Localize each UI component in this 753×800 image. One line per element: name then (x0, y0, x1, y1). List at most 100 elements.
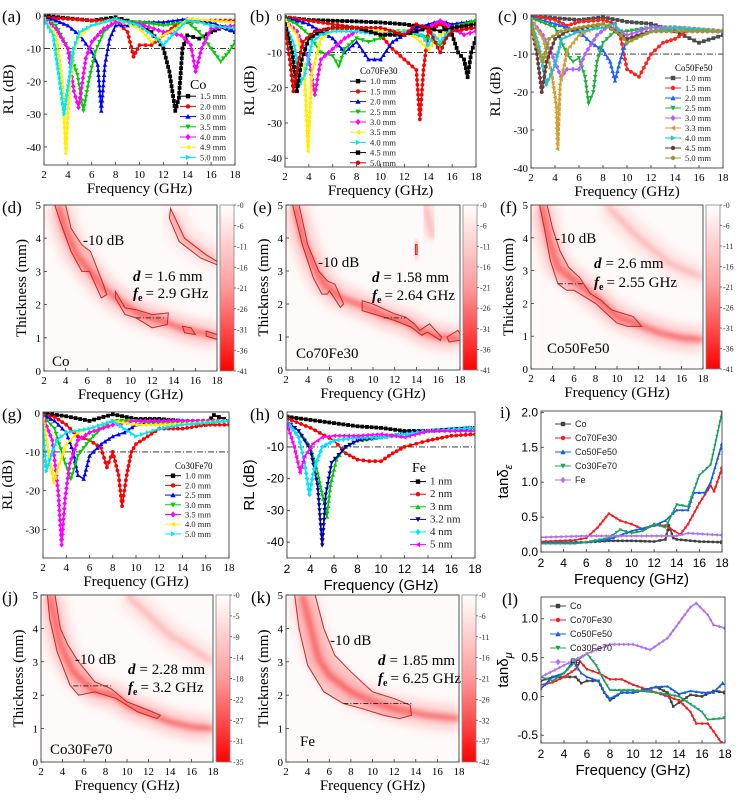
data-point-marker (178, 76, 183, 80)
x-tick-label: 16 (200, 562, 212, 574)
data-point-marker (87, 426, 92, 431)
data-point-marker (101, 72, 107, 77)
contour-minus-10db (446, 329, 460, 343)
colorbar-tick-label: -0 (233, 591, 240, 600)
data-point-marker (685, 700, 689, 704)
data-point-marker (170, 531, 176, 537)
colorbar-tick-label: -0 (723, 201, 730, 210)
data-point-marker (100, 450, 105, 455)
data-point-marker (151, 22, 157, 27)
panel-label: i) (500, 403, 510, 422)
data-point-marker (644, 21, 649, 26)
data-point-marker (700, 497, 704, 501)
x-tick-label: 10 (374, 562, 388, 576)
data-point-marker (675, 538, 679, 541)
x-axis-title: Frequency (GHz) (83, 574, 188, 590)
x-tick-label: 12 (633, 373, 644, 385)
data-point-marker (645, 527, 649, 531)
data-point-marker (581, 24, 586, 29)
data-point-marker (567, 17, 572, 22)
data-point-marker (173, 108, 178, 113)
contour-label: -10 dB (318, 255, 359, 271)
data-point-marker (543, 21, 548, 27)
data-point-marker (54, 470, 59, 476)
data-point-marker (694, 690, 698, 694)
data-point-marker (65, 110, 70, 116)
data-point-marker (398, 34, 403, 40)
data-point-marker (625, 531, 629, 535)
data-point-marker (81, 446, 86, 451)
data-point-marker (53, 431, 59, 437)
colorbar-tick-label: -42 (479, 758, 490, 767)
data-point-marker (294, 52, 299, 58)
data-point-marker (698, 540, 701, 543)
data-point-marker (629, 534, 634, 538)
data-point-marker (137, 439, 142, 444)
data-point-marker (92, 417, 97, 422)
d-value: = 2.28 mm (140, 662, 206, 678)
data-point-marker (122, 426, 127, 431)
data-point-marker (60, 37, 66, 44)
data-point-marker (313, 418, 318, 423)
heatmap-ridge-core (412, 240, 421, 259)
data-point-marker (336, 433, 341, 439)
data-point-marker (691, 491, 695, 495)
y-tick-label: -30 (267, 118, 282, 130)
contour-minus-10db (292, 205, 345, 309)
data-point-marker (696, 478, 700, 482)
data-point-marker (326, 49, 332, 56)
data-point-marker (457, 428, 462, 434)
data-point-marker (151, 428, 156, 433)
y-axis-title-main: RL (dB) (1, 65, 17, 115)
data-point-marker (636, 685, 639, 688)
legend-item: 1.0 mm (165, 471, 211, 481)
data-point-marker (94, 445, 100, 450)
data-point-marker (302, 77, 307, 83)
data-point-marker (77, 33, 82, 38)
data-point-marker (617, 59, 623, 64)
data-point-marker (669, 528, 672, 531)
data-point-marker (165, 30, 170, 36)
data-point-marker (540, 36, 545, 42)
data-point-marker (147, 422, 152, 428)
data-point-marker (308, 76, 313, 81)
legend-label: 3.5 mm (200, 122, 226, 132)
data-point-marker (390, 39, 395, 44)
data-point-marker (432, 27, 437, 32)
data-point-marker (330, 36, 336, 41)
x-tick-label: 2 (538, 747, 545, 761)
data-point-marker (339, 46, 344, 51)
colorbar-tick-label: -26 (480, 304, 491, 313)
data-point-marker (686, 508, 690, 512)
data-point-marker (615, 68, 620, 74)
data-point-marker (712, 449, 716, 453)
series-line (541, 602, 725, 678)
data-point-marker (180, 418, 185, 424)
data-point-marker (582, 74, 588, 80)
data-point-marker (208, 18, 214, 23)
data-point-marker (232, 20, 235, 24)
data-point-marker (298, 81, 303, 87)
data-point-marker (441, 428, 446, 434)
data-point-marker (71, 46, 77, 51)
sample-label: Co50Fe50 (547, 341, 610, 357)
data-point-marker (286, 36, 291, 41)
data-point-marker (309, 476, 315, 482)
data-point-marker (189, 425, 194, 430)
data-point-marker (174, 31, 180, 38)
series-5.0-mm (285, 22, 476, 94)
data-point-marker (562, 47, 568, 52)
data-point-marker (556, 69, 562, 75)
data-point-marker (285, 17, 288, 22)
legend-label: 3 nm (430, 501, 453, 513)
data-point-marker (332, 421, 336, 426)
x-tick-label: 10 (622, 172, 634, 184)
data-point-marker (165, 19, 171, 24)
data-point-marker (698, 605, 702, 609)
data-point-marker (71, 64, 77, 69)
panel-label: (e) (253, 198, 272, 217)
data-point-marker (46, 463, 51, 468)
data-point-marker (79, 435, 85, 441)
data-point-marker (560, 67, 565, 73)
data-point-marker (355, 98, 361, 104)
